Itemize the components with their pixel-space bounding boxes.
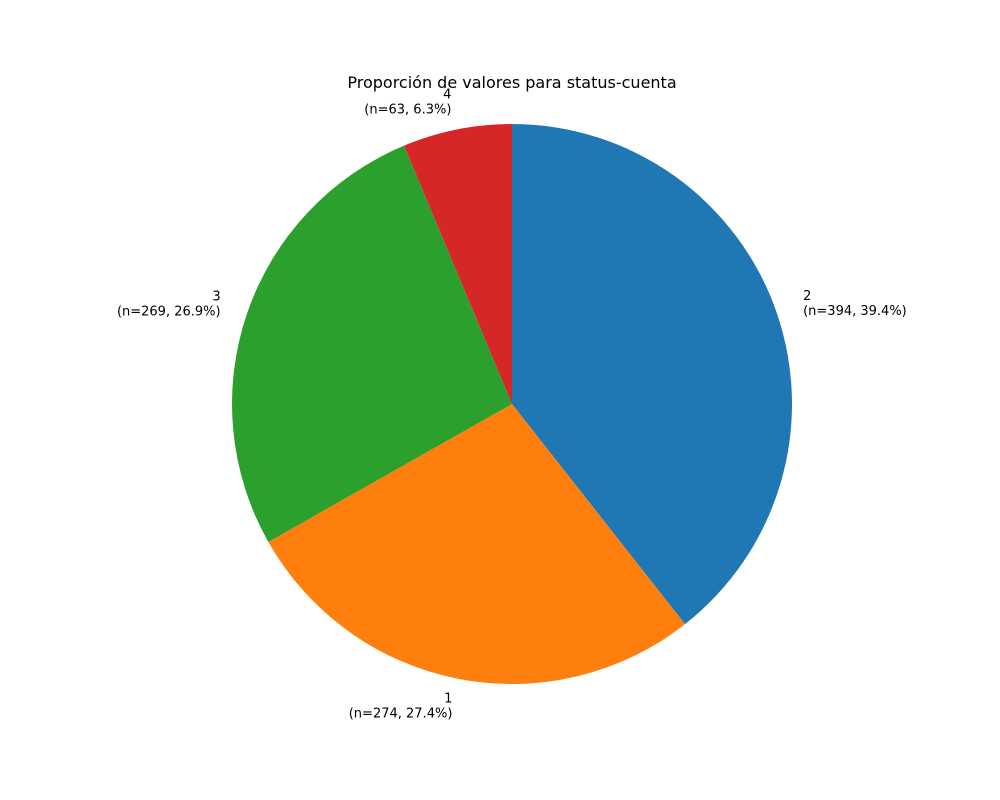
slice-detail-1: (n=274, 27.4%) (349, 707, 453, 722)
slice-label-2: 2 (n=394, 39.4%) (803, 289, 907, 319)
pie-slice-4 (404, 124, 512, 404)
slice-category-2: 2 (803, 289, 811, 304)
pie-slices (232, 124, 792, 684)
chart-title: Proporción de valores para status-cuenta (347, 73, 676, 92)
slice-category-3: 3 (212, 290, 220, 305)
pie-slice-2 (512, 124, 792, 625)
slice-detail-3: (n=269, 26.9%) (117, 305, 221, 320)
slice-label-4: 4 (n=63, 6.3%) (364, 88, 451, 118)
pie-slice-3 (232, 145, 513, 542)
slice-detail-4: (n=63, 6.3%) (364, 103, 451, 118)
pie-slice-1 (268, 404, 685, 684)
slice-category-4: 4 (443, 88, 451, 103)
slice-label-3: 3 (n=269, 26.9%) (117, 290, 221, 320)
slice-detail-2: (n=394, 39.4%) (803, 304, 907, 319)
slice-label-1: 1 (n=274, 27.4%) (349, 692, 453, 722)
slice-category-1: 1 (444, 692, 452, 707)
pie-labels: 2 (n=394, 39.4%) 1 (n=274, 27.4%) 3 (n=269, 2… (117, 88, 907, 722)
